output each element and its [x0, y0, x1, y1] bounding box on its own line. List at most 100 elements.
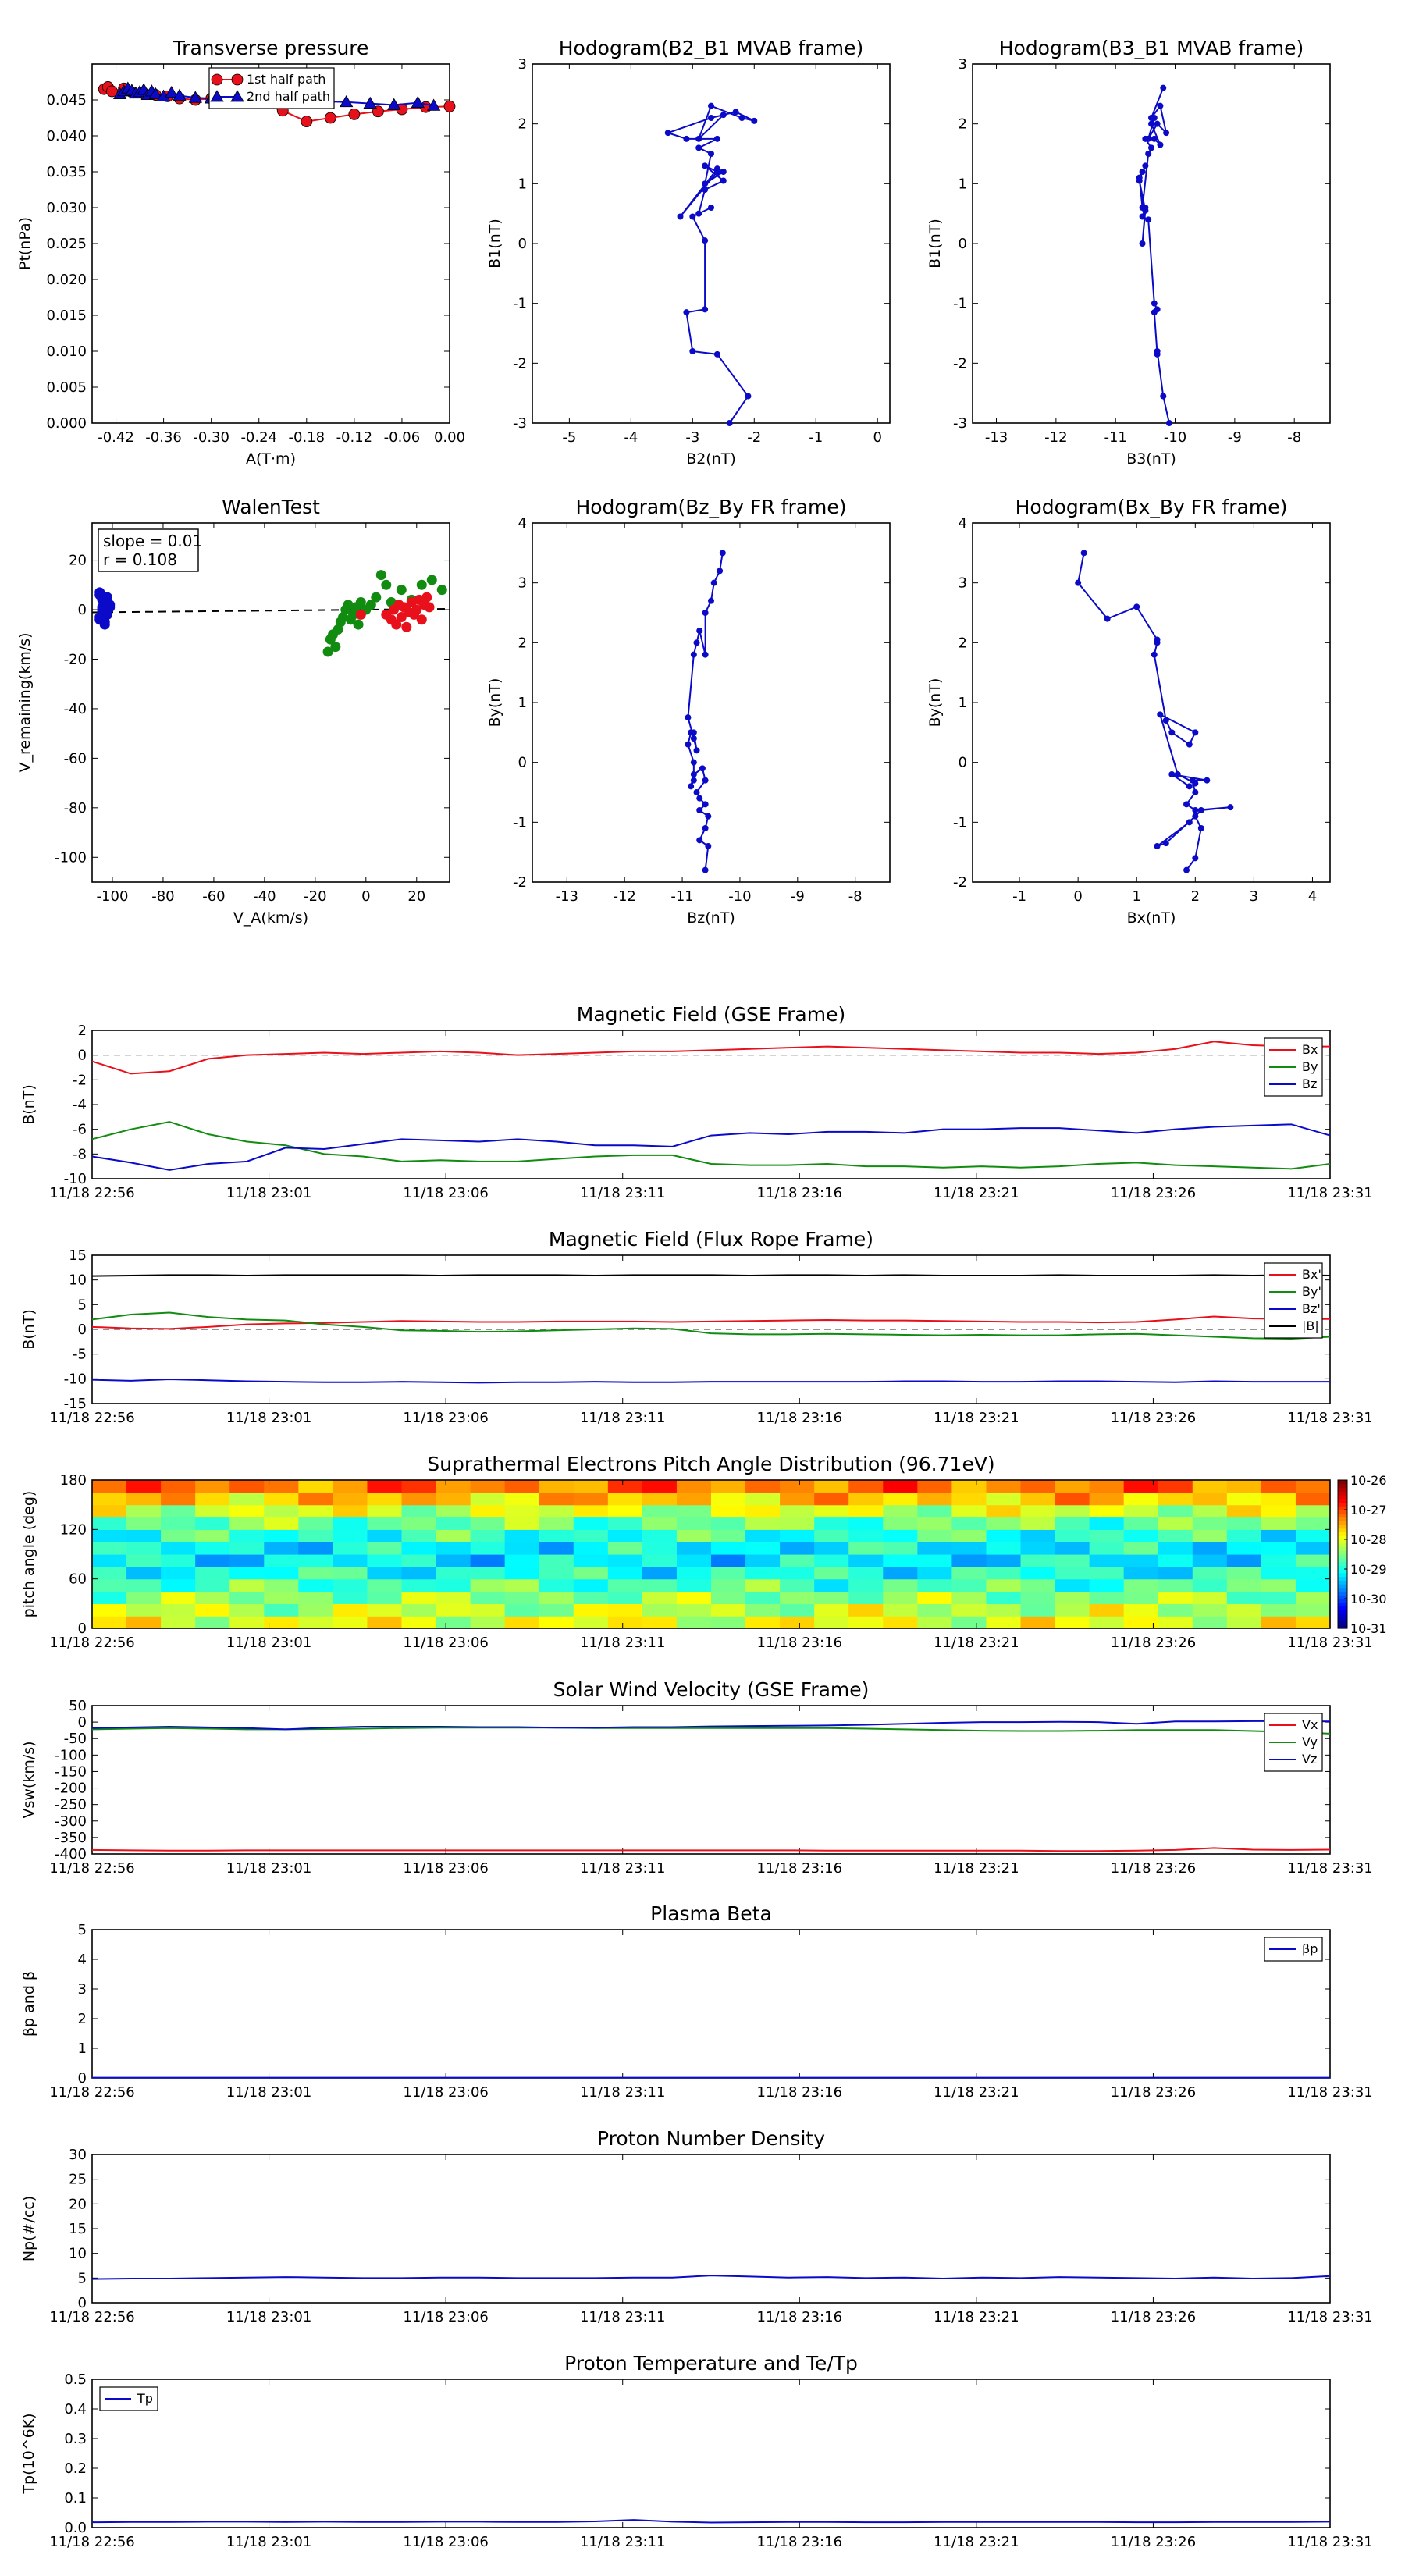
p9-heatmap-cell — [1192, 1542, 1228, 1555]
p9-heatmap-cell — [1123, 1603, 1159, 1617]
p9-heatmap-cell — [470, 1529, 506, 1542]
p9-heatmap-cell — [676, 1542, 712, 1555]
p9-heatmap-cell — [1158, 1554, 1193, 1567]
p9-heatmap-cell — [1020, 1603, 1056, 1617]
p2-xtick-label: -2 — [747, 429, 761, 446]
p3-hodogram-point — [1157, 102, 1164, 109]
p3-hodogram-point — [1148, 144, 1154, 151]
p9-heatmap-cell — [711, 1603, 746, 1617]
p9-heatmap-cell — [298, 1603, 333, 1617]
p2-hodogram-point — [702, 162, 709, 169]
p1-legend-marker — [230, 90, 244, 102]
p9-colorbar-segment — [1338, 1532, 1347, 1536]
p3-xtick-label: -11 — [1104, 429, 1126, 446]
p9-colorbar-segment — [1338, 1569, 1347, 1574]
p1-ytick-label: 0.015 — [46, 308, 87, 324]
p13-time-tick-label: 11/18 23:01 — [226, 2534, 311, 2550]
p4-series-1-point — [355, 597, 366, 608]
p6-hodogram-point — [1154, 636, 1161, 643]
p5-ytick-label: 2 — [518, 635, 527, 651]
p3-hodogram-point — [1160, 393, 1167, 400]
p13-ylabel: Tp(10^6K) — [20, 2413, 37, 2494]
p6-xtick-label: -1 — [1012, 888, 1026, 905]
p9-heatmap-cell — [607, 1480, 643, 1493]
p6-hodogram-point — [1162, 717, 1169, 724]
p6-hodogram-point — [1204, 777, 1211, 784]
p9-colorbar-segment — [1338, 1550, 1347, 1555]
p9-colorbar-segment — [1338, 1584, 1347, 1589]
p9-heatmap-cell — [195, 1492, 230, 1506]
p9-heatmap-cell — [951, 1517, 987, 1530]
p7-legend-label: By — [1302, 1059, 1318, 1074]
p6-xtick-label: 0 — [1073, 888, 1082, 905]
p9-heatmap-cell — [126, 1554, 162, 1567]
p7-time-tick-label: 11/18 23:06 — [403, 1185, 488, 1201]
p2-hodogram-point — [702, 187, 709, 193]
p3-xtick-label: -10 — [1164, 429, 1186, 446]
p2-ytick-label: 1 — [518, 176, 527, 192]
p5-ytick-label: -1 — [513, 814, 527, 831]
p9-heatmap-cell — [126, 1529, 162, 1542]
p9-heatmap-cell — [814, 1616, 849, 1629]
p9-heatmap-cell — [1226, 1578, 1262, 1592]
p9-heatmap-cell — [504, 1591, 540, 1604]
p1-series-0-point — [443, 100, 456, 112]
p9-heatmap-cell — [814, 1542, 849, 1555]
p9-heatmap-cell — [1020, 1616, 1056, 1629]
p2-hodogram-point — [708, 151, 714, 157]
p3-hodogram-point — [1145, 216, 1152, 223]
p10-ytick-label: -400 — [55, 1846, 87, 1863]
p9-heatmap-cell — [1295, 1542, 1331, 1555]
p4-series-1-point — [416, 579, 427, 590]
p9-heatmap-cell — [986, 1542, 1022, 1555]
p4-series-1-point — [436, 585, 447, 596]
p12-ytick-label: 5 — [78, 2270, 87, 2286]
p9-heatmap-cell — [1226, 1504, 1262, 1518]
p9-heatmap-cell — [1295, 1504, 1331, 1518]
p6-ylabel: By(nT) — [927, 678, 944, 728]
p9-heatmap-cell — [607, 1566, 643, 1580]
p4-series-2-point — [396, 612, 407, 623]
p9-heatmap-cell — [401, 1603, 437, 1617]
p11-ytick-label: 5 — [78, 1922, 87, 1938]
p1-series-1-point — [363, 96, 377, 109]
p9-heatmap-cell — [298, 1542, 333, 1555]
p9-heatmap-cell — [161, 1578, 196, 1592]
p9-heatmap-cell — [161, 1566, 196, 1580]
p2-hodogram-point — [720, 112, 727, 119]
p9-heatmap-cell — [470, 1542, 506, 1555]
p9-heatmap-cell — [504, 1542, 540, 1555]
p9-heatmap-cell — [1158, 1591, 1193, 1604]
p9-heatmap-cell — [986, 1492, 1022, 1506]
p4-annotation: slope = 0.01 — [103, 532, 202, 550]
p9-heatmap-cell — [1055, 1554, 1090, 1567]
p10-legend-label: Vz — [1302, 1752, 1317, 1767]
p9-heatmap-cell — [573, 1529, 609, 1542]
p2-hodogram-point — [720, 169, 727, 175]
p8-ytick-label: 15 — [69, 1247, 87, 1264]
p9-heatmap-cell — [883, 1603, 918, 1617]
p10-ytick-label: 50 — [69, 1698, 87, 1714]
p9-heatmap-cell — [917, 1480, 952, 1493]
p5-hodogram-point — [717, 568, 724, 575]
p9-heatmap-cell — [883, 1492, 918, 1506]
p3-hodogram-point — [1148, 115, 1154, 121]
p9-heatmap-cell — [504, 1603, 540, 1617]
p9-heatmap-cell — [986, 1529, 1022, 1542]
p7-ytick-label: -8 — [73, 1146, 87, 1162]
p9-heatmap-cell — [1261, 1554, 1297, 1567]
p9-heatmap-cell — [711, 1591, 746, 1604]
p12-time-tick-label: 11/18 23:26 — [1111, 2309, 1196, 2325]
p9-heatmap-cell — [504, 1616, 540, 1629]
p9-time-tick-label: 11/18 22:56 — [49, 1635, 134, 1651]
chart-p5-hodogram: Hodogram(Bz_By FR frame) Bz(nT) By(nT) -2 -1… — [486, 496, 891, 927]
p9-heatmap-cell — [298, 1578, 333, 1592]
p9-heatmap-cell — [607, 1616, 643, 1629]
p9-heatmap-cell — [1158, 1480, 1193, 1493]
p9-heatmap-cell — [470, 1492, 506, 1506]
p9-heatmap-cell — [848, 1504, 884, 1518]
p6-hodogram-point — [1186, 741, 1193, 748]
p9-colorbar-segment — [1338, 1614, 1347, 1618]
p10-frame — [91, 1705, 1331, 1855]
p1-ytick-label: 0.020 — [46, 272, 87, 288]
